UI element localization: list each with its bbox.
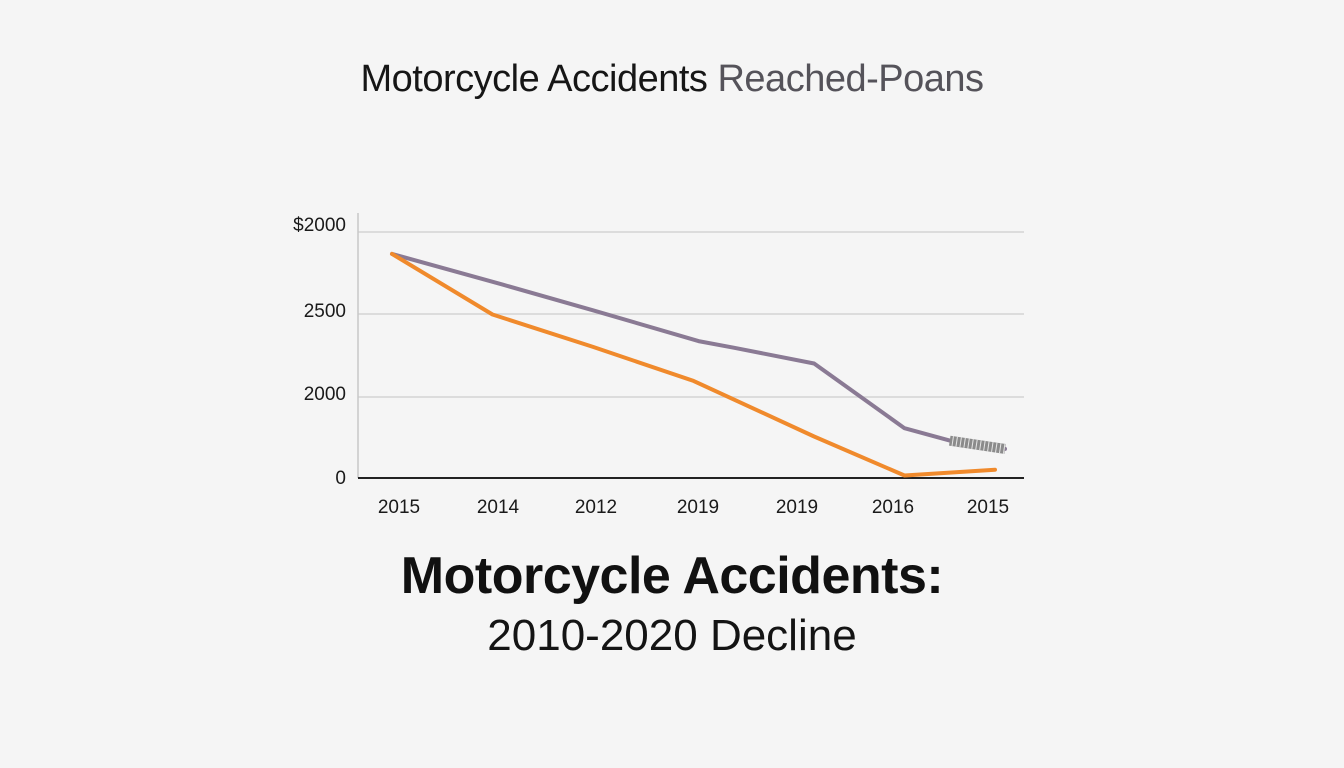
x-tick-label: 2015 xyxy=(378,497,420,518)
axes xyxy=(357,213,1024,479)
end-marker-hatch xyxy=(1002,443,1006,454)
gridlines xyxy=(358,231,1024,398)
end-marker-hatch xyxy=(951,436,954,447)
x-tick-label: 2016 xyxy=(872,497,914,518)
end-marker-hatch xyxy=(963,437,966,448)
end-marker-hatch xyxy=(975,439,978,450)
end-marker-hatch xyxy=(967,438,970,449)
x-tick-label: 2019 xyxy=(776,497,818,518)
y-tick-label: 2000 xyxy=(304,384,346,405)
end-marker-hatch xyxy=(959,437,962,448)
x-tick-label: 2019 xyxy=(677,497,719,518)
end-marker-hatch xyxy=(991,442,994,453)
y-tick-labels: $2000 2500 2000 0 xyxy=(293,215,346,489)
chart-title-main: Motorcycle Accidents xyxy=(360,58,708,100)
x-tick-label: 2014 xyxy=(477,497,520,518)
end-marker-hatch xyxy=(979,440,982,451)
end-marker-hatch xyxy=(995,442,998,453)
x-tick-labels: 2015 2014 2012 2019 2019 2016 2015 xyxy=(378,497,1009,518)
x-tick-label: 2012 xyxy=(575,497,617,518)
y-tick-label: 2500 xyxy=(304,301,346,322)
footer-subtitle: 2010-2020 Decline xyxy=(487,611,857,660)
end-marker-hatch xyxy=(971,439,974,450)
series-line-purple xyxy=(390,251,1007,451)
series-lines xyxy=(390,251,1007,478)
y-tick-label: $2000 xyxy=(293,215,346,236)
end-marker-hatch xyxy=(998,443,1002,454)
x-tick-label: 2015 xyxy=(967,497,1009,518)
end-marker-hatch xyxy=(955,436,958,447)
end-marker-group xyxy=(949,435,1006,454)
series-line-orange xyxy=(390,251,997,478)
end-marker-hatch xyxy=(987,441,990,452)
hatched-end-marker xyxy=(949,435,1006,454)
chart-title-suffix: Reached-Poans xyxy=(717,58,984,100)
footer-title: Motorcycle Accidents: xyxy=(400,547,944,605)
chart-title: Motorcycle Accidents Reached-Poans xyxy=(0,58,1344,101)
y-tick-label: 0 xyxy=(335,468,346,489)
end-marker-hatch xyxy=(983,440,986,451)
